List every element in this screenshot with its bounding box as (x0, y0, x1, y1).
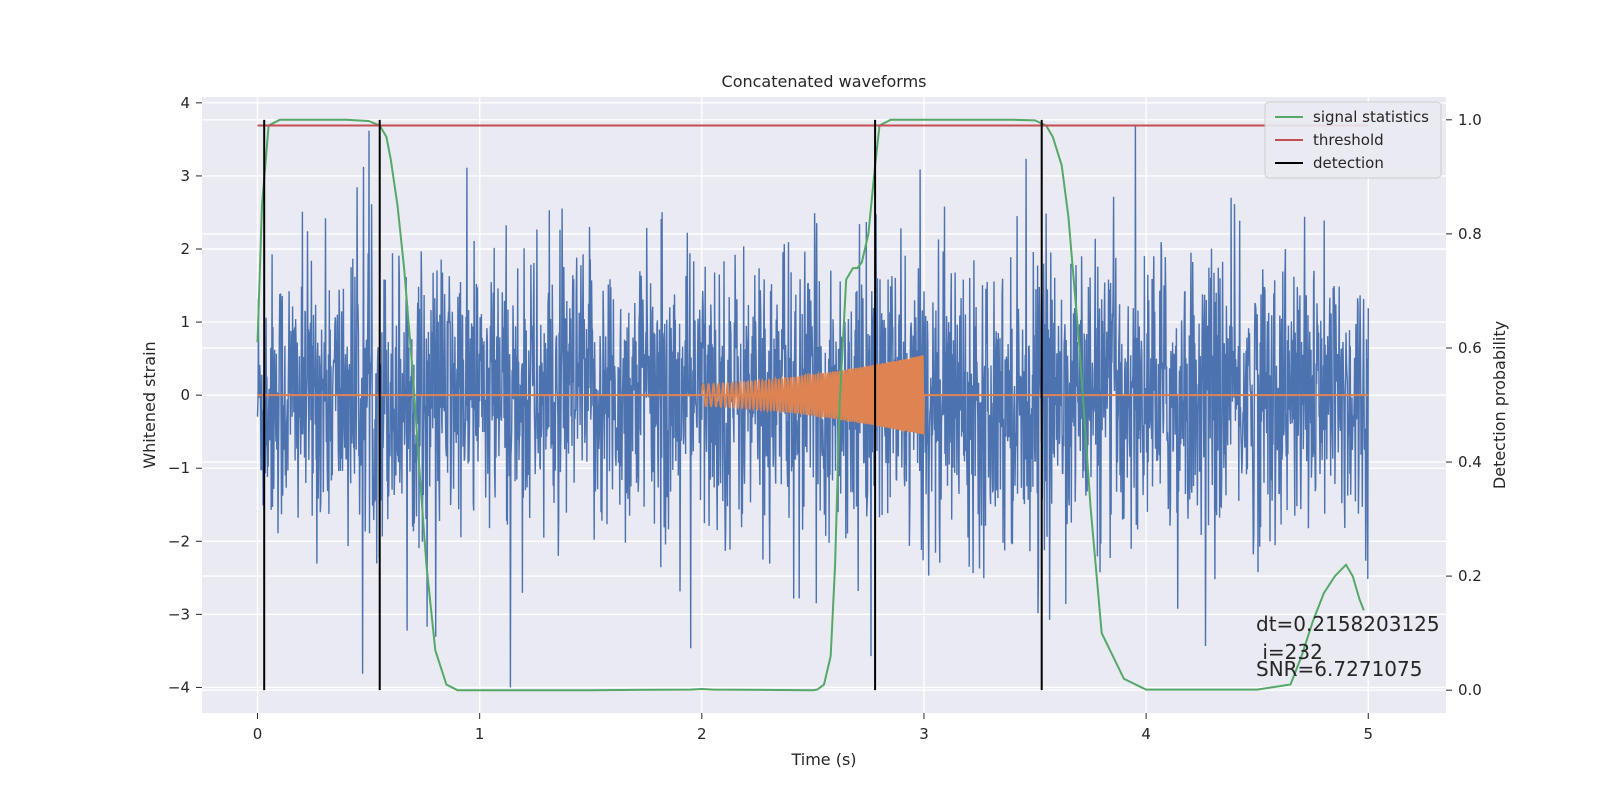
x-tick-label: 1 (475, 725, 485, 743)
y-tick-label: −1 (168, 459, 190, 477)
annotation-dt: dt=0.2158203125 (1256, 612, 1440, 636)
legend-label: detection (1313, 154, 1384, 172)
legend-label: threshold (1313, 131, 1384, 149)
legend: signal statistics threshold detection (1264, 101, 1442, 179)
y-tick-label: 2 (180, 240, 190, 258)
y2-axis-label: Detection probability (1490, 321, 1509, 489)
probability-series (256, 118, 1369, 692)
y2-tick-label: 0.2 (1458, 567, 1482, 585)
y-tick-label: 3 (180, 167, 190, 185)
annotation-snr: SNR=6.7271075 (1256, 657, 1422, 681)
y-tick-label: 0 (180, 386, 190, 404)
x-tick-label: 2 (697, 725, 707, 743)
y-tick-label: 1 (180, 313, 190, 331)
y-axis-label: Whitened strain (140, 341, 159, 468)
axis-ticks: 0 1 2 3 4 5 −4 −3 −2 −1 0 1 2 3 4 0.0 0.2 0.4 0.6 0.8 1.0 (168, 94, 1482, 743)
y2-tick-label: 0.0 (1458, 681, 1482, 699)
template-waveform-series (257, 355, 1369, 435)
x-tick-label: 4 (1141, 725, 1151, 743)
template-chirp (700, 355, 925, 435)
signal-statistics-line (256, 118, 1365, 692)
x-axis-label: Time (s) (790, 750, 856, 769)
x-tick-label: 5 (1363, 725, 1373, 743)
y2-tick-label: 1.0 (1458, 111, 1482, 129)
y2-tick-label: 0.8 (1458, 225, 1482, 243)
legend-box (1264, 101, 1442, 179)
chart-title: Concatenated waveforms (722, 72, 927, 91)
x-tick-label: 0 (253, 725, 263, 743)
y-tick-label: 4 (180, 94, 190, 112)
legend-label: signal statistics (1313, 108, 1429, 126)
x-tick-label: 3 (919, 725, 929, 743)
y-tick-label: −2 (168, 532, 190, 550)
y2-tick-label: 0.4 (1458, 453, 1482, 471)
annotation-index: i=232 (1256, 640, 1323, 664)
y-tick-label: −3 (168, 605, 190, 623)
y2-tick-label: 0.6 (1458, 339, 1482, 357)
y-tick-label: −4 (168, 678, 190, 696)
